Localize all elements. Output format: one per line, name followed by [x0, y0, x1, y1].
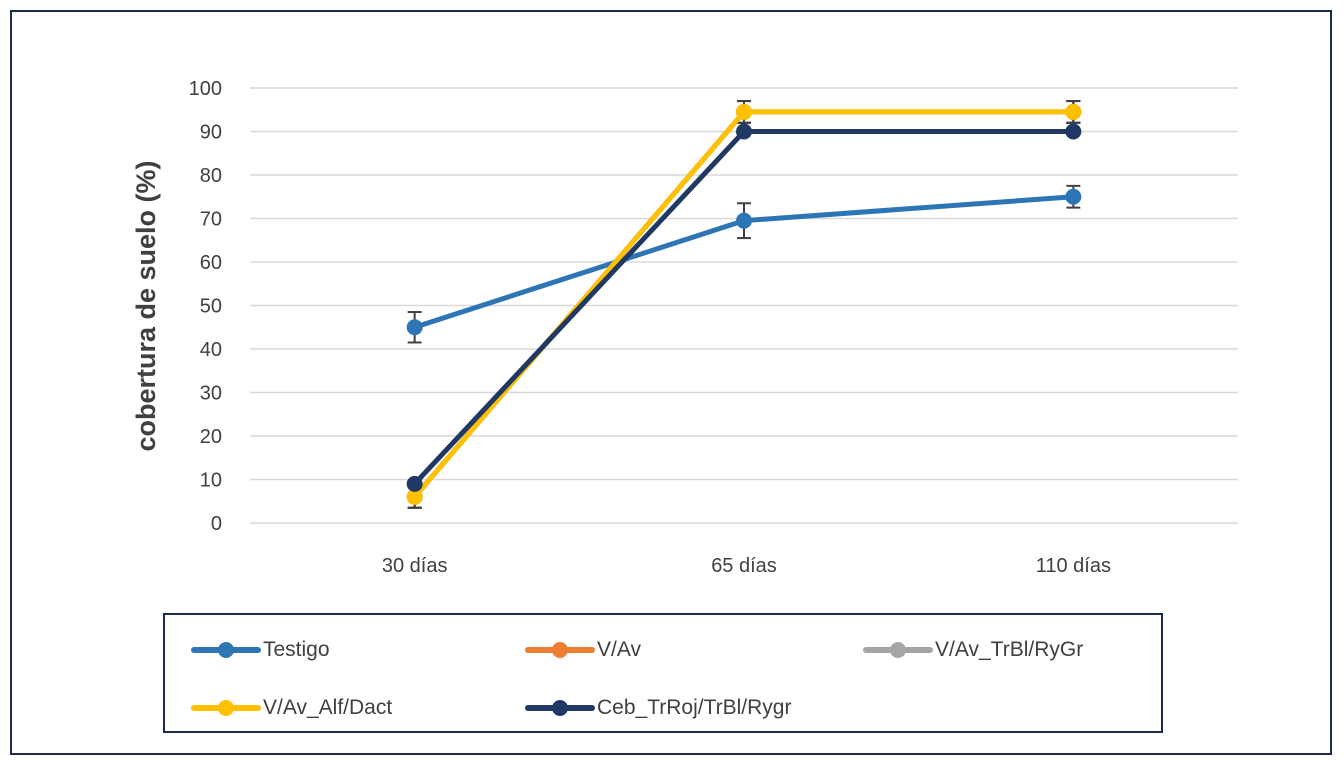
gridlines — [250, 87, 1238, 524]
legend-label: Testigo — [263, 638, 330, 661]
line-chart: 0 10 20 30 40 50 60 70 80 90 100 30 días 65 días 110… — [131, 78, 1238, 577]
y-tick-label: 30 — [200, 383, 222, 405]
legend-swatch — [191, 635, 261, 665]
series-Testigo — [406, 184, 1082, 344]
data-point — [1065, 188, 1082, 205]
y-tick-label: 90 — [200, 122, 222, 144]
data-point — [406, 488, 423, 505]
y-tick-label: 20 — [200, 426, 222, 448]
legend-label: V/Av — [597, 638, 641, 661]
legend-label: V/Av_Alf/Dact — [263, 696, 393, 719]
data-point — [736, 103, 752, 120]
series-V/Av_Alf/Dact — [406, 100, 1082, 509]
y-tick-label: 80 — [200, 165, 222, 187]
data-point — [406, 319, 423, 336]
data-point — [406, 475, 423, 492]
y-tick-label: 0 — [211, 513, 222, 535]
x-tick-label: 30 días — [382, 555, 448, 577]
legend-swatch — [525, 693, 595, 723]
y-tick-label: 10 — [200, 470, 222, 492]
x-tick-label: 65 días — [711, 555, 777, 577]
y-tick-label: 70 — [200, 209, 222, 231]
series-Ceb_TrRoj/TrBl/Rygr — [406, 123, 1082, 492]
y-tick-label: 60 — [200, 252, 222, 274]
legend-swatch — [863, 635, 933, 665]
legend-label: Ceb_TrRoj/TrBl/Rygr — [597, 696, 792, 719]
legend-label: V/Av_TrBl/RyGr — [935, 638, 1084, 661]
legend-swatch — [525, 635, 595, 665]
y-tick-label: 40 — [200, 339, 222, 361]
series-group — [406, 100, 1082, 509]
series-line — [412, 109, 1074, 499]
legend-item: Testigo — [191, 635, 330, 665]
y-axis-label: cobertura de suelo (%) — [131, 160, 161, 451]
data-point — [736, 212, 752, 229]
series-V/Av — [406, 100, 1082, 509]
y-tick-label: 50 — [200, 296, 222, 318]
legend: Testigo V/Av V/Av_TrBl/RyGr V/Av_Alf/Dact Ce… — [163, 613, 1163, 733]
series-V/Av_TrBl/RyGr — [406, 100, 1082, 509]
legend-swatch — [191, 693, 261, 723]
series-line — [412, 109, 1074, 499]
x-tick-label: 110 días — [1036, 555, 1111, 577]
legend-item: V/Av — [525, 635, 641, 665]
x-tick-labels: 30 días 65 días 110 días — [382, 555, 1111, 577]
y-tick-label: 100 — [189, 78, 222, 100]
data-point — [1065, 103, 1082, 120]
series-line — [412, 129, 1074, 486]
series-line — [412, 109, 1074, 499]
data-point — [1065, 123, 1082, 140]
legend-item: V/Av_TrBl/RyGr — [863, 635, 1083, 665]
legend-item: Ceb_TrRoj/TrBl/Rygr — [525, 693, 791, 723]
data-point — [736, 123, 752, 140]
legend-item: V/Av_Alf/Dact — [191, 693, 392, 723]
y-tick-labels: 0 10 20 30 40 50 60 70 80 90 100 — [189, 78, 222, 535]
